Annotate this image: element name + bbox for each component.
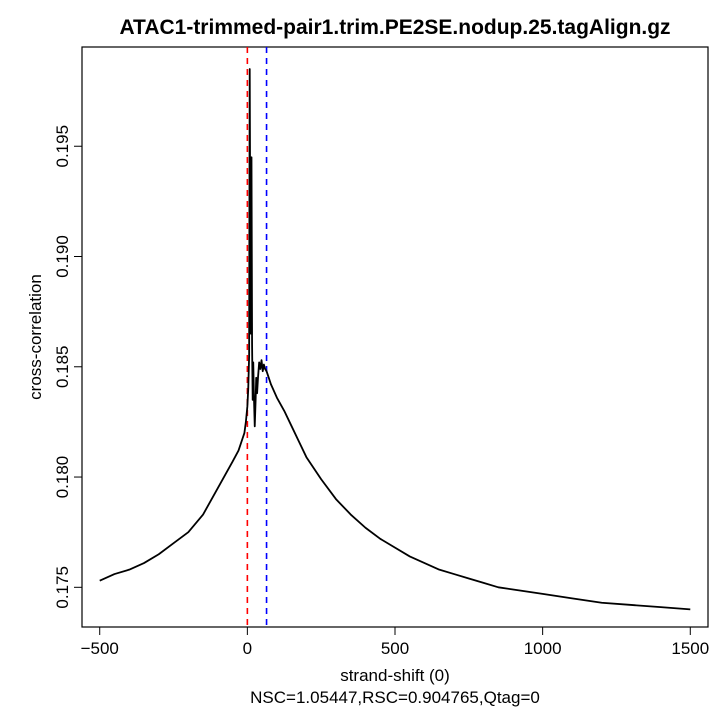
y-tick-label: 0.195 <box>53 125 72 168</box>
x-tick-label: −500 <box>81 639 119 658</box>
x-tick-label: 0 <box>243 639 252 658</box>
y-axis: 0.175 0.180 0.185 0.190 0.195 <box>53 125 83 609</box>
reference-lines <box>246 47 268 627</box>
series-group <box>99 68 691 611</box>
x-axis-label: strand-shift (0) <box>340 666 450 685</box>
plot-frame <box>81 46 709 628</box>
x-tick-label: 1000 <box>524 639 562 658</box>
y-tick-label: 0.190 <box>53 235 72 278</box>
x-tick-label: 1500 <box>671 639 709 658</box>
chart-title: ATAC1-trimmed-pair1.trim.PE2SE.nodup.25.… <box>119 16 670 39</box>
chart-subtitle: NSC=1.05447,RSC=0.904765,Qtag=0 <box>250 688 540 707</box>
y-axis-label: cross-correlation <box>26 274 45 400</box>
x-tick-label: 500 <box>381 639 409 658</box>
y-tick-label: 0.175 <box>53 566 72 609</box>
x-axis: −500 0 500 1000 1500 <box>81 626 709 658</box>
y-tick-label: 0.180 <box>53 456 72 499</box>
plot-area <box>81 46 709 628</box>
y-tick-label: 0.185 <box>53 345 72 388</box>
series-line-0 <box>99 68 691 611</box>
